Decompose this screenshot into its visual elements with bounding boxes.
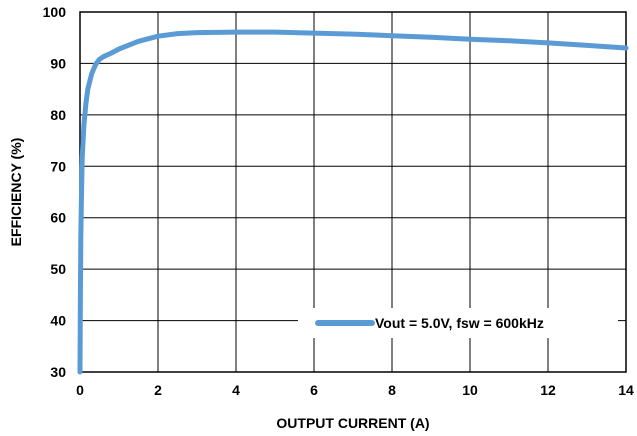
- x-axis-title: OUTPUT CURRENT (A): [276, 415, 429, 431]
- x-tick-label: 8: [388, 382, 396, 398]
- tick-labels: 0 2 4 6 8 10 12 14 30 40 50 60 70 80 90 100: [43, 4, 634, 398]
- y-tick-label: 40: [50, 313, 66, 329]
- x-tick-label: 0: [76, 382, 84, 398]
- series-layer: [77, 29, 629, 375]
- legend-label: Vout = 5.0V, fsw = 600kHz: [375, 315, 544, 331]
- x-tick-label: 4: [232, 382, 240, 398]
- x-tick-label: 12: [540, 382, 556, 398]
- x-tick-label: 6: [310, 382, 318, 398]
- legend: Vout = 5.0V, fsw = 600kHz: [298, 308, 618, 338]
- y-tick-label: 70: [50, 158, 66, 174]
- y-tick-label: 60: [50, 210, 66, 226]
- x-tick-label: 2: [154, 382, 162, 398]
- y-tick-label: 90: [50, 55, 66, 71]
- x-tick-label: 14: [618, 382, 634, 398]
- y-tick-label: 30: [50, 364, 66, 380]
- series-line: [77, 29, 629, 375]
- y-axis-title: EFFICIENCY (%): [8, 138, 24, 247]
- y-tick-label: 100: [43, 4, 67, 20]
- y-tick-label: 50: [50, 261, 66, 277]
- grid-lines: [79, 11, 627, 373]
- x-tick-label: 10: [462, 382, 478, 398]
- y-tick-label: 80: [50, 107, 66, 123]
